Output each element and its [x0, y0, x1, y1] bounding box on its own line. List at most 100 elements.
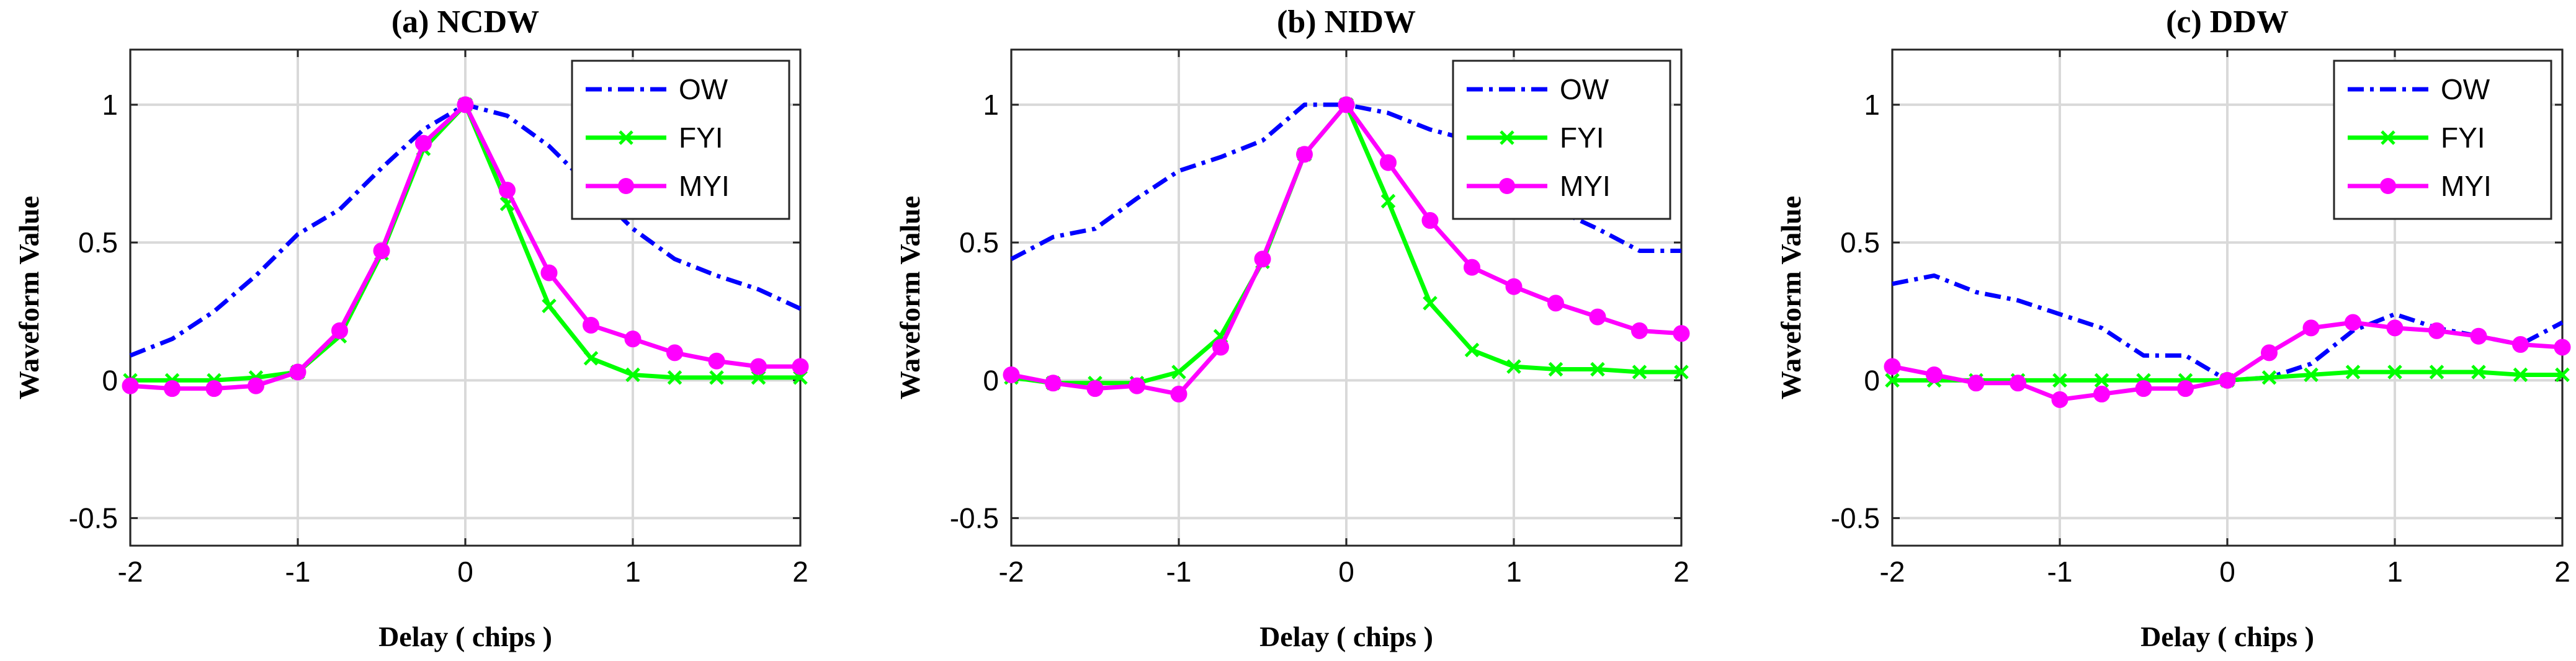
legend-marker [2381, 130, 2395, 145]
data-point-myi [1003, 366, 1020, 383]
data-point-fyi [1506, 359, 1521, 374]
data-point-myi [2177, 380, 2194, 397]
data-point-myi [457, 96, 474, 113]
data-point-myi [331, 322, 348, 339]
data-point-fyi [1548, 362, 1563, 377]
x-tick-label: -1 [285, 556, 311, 588]
legend-entry-ow: OW [2348, 73, 2490, 105]
data-point-myi [1464, 259, 1480, 276]
x-tick-label: 0 [457, 556, 473, 588]
data-point-fyi [1885, 373, 1900, 388]
data-point-myi [1086, 380, 1104, 397]
data-point-myi [750, 358, 767, 375]
data-point-fyi [1171, 365, 1186, 379]
data-point-myi [2219, 371, 2236, 389]
data-point-fyi [1632, 365, 1647, 379]
legend-entry-ow: OW [1467, 73, 1609, 105]
data-point-fyi [2471, 365, 2486, 379]
y-axis-label: Waveform Value [13, 196, 45, 399]
legend: OW FYI MYI [1452, 60, 1671, 220]
data-point-fyi [667, 370, 682, 385]
data-point-myi [2428, 322, 2445, 339]
data-point-fyi [2513, 367, 2528, 383]
data-point-myi [1338, 96, 1355, 113]
x-tick-label: -1 [2047, 556, 2073, 588]
legend-marker [619, 130, 633, 145]
data-point-fyi [1423, 296, 1438, 311]
y-tick-label: -0.5 [69, 502, 118, 535]
x-tick-label: 2 [1673, 556, 1689, 588]
legend-marker [618, 178, 634, 194]
data-point-myi [2093, 386, 2110, 403]
legend-label: OW [2441, 73, 2490, 105]
chart-panel-1: -2 -1 0 1 2 -0.5 0 0.5 1 (a) NCDW Delay ( chips ) W… [13, 4, 809, 652]
legend-label: MYI [1560, 170, 1611, 202]
legend-label: FYI [1560, 122, 1604, 154]
data-point-myi [2135, 380, 2152, 397]
data-point-myi [1380, 154, 1397, 171]
legend-label: FYI [2441, 122, 2485, 154]
x-tick-label: -2 [1880, 556, 1905, 588]
data-point-myi [1505, 278, 1523, 295]
data-point-myi [708, 352, 725, 370]
data-point-fyi [2304, 367, 2319, 383]
data-point-myi [2386, 319, 2404, 337]
data-point-myi [164, 380, 181, 397]
data-point-myi [1170, 386, 1187, 403]
x-tick-label: -2 [118, 556, 143, 588]
data-point-myi [583, 316, 599, 334]
data-point-fyi [2261, 370, 2277, 385]
legend-entry-fyi: FYI [586, 122, 723, 154]
data-point-myi [1631, 322, 1648, 339]
x-tick-label: 2 [2554, 556, 2570, 588]
data-point-myi [2051, 391, 2068, 408]
legend-label: FYI [679, 122, 723, 154]
data-point-myi [1547, 295, 1564, 312]
y-tick-label: -0.5 [1831, 502, 1880, 535]
data-point-fyi [2094, 373, 2109, 388]
data-point-fyi [2555, 367, 2570, 383]
data-point-myi [1967, 375, 1985, 392]
data-point-fyi [2429, 365, 2444, 379]
chart-title: (b) NIDW [1277, 4, 1416, 40]
chart-panel-2: -2 -1 0 1 2 -0.5 0 0.5 1 (b) NIDW Delay ( chips ) W… [894, 4, 1690, 652]
series-myi [122, 96, 809, 397]
data-point-myi [1254, 251, 1271, 268]
legend-label: MYI [679, 170, 730, 202]
y-tick-label: 0.5 [1840, 226, 1880, 259]
data-point-myi [373, 242, 390, 259]
x-tick-label: -2 [999, 556, 1024, 588]
data-point-myi [666, 344, 683, 362]
data-point-myi [792, 358, 809, 375]
y-tick-label: 1 [102, 89, 118, 121]
data-point-fyi [1464, 342, 1480, 358]
x-tick-label: 1 [2387, 556, 2403, 588]
legend-entry-myi: MYI [1467, 170, 1611, 202]
x-tick-label: -1 [1166, 556, 1192, 588]
chart-title: (c) DDW [2166, 4, 2289, 40]
legend-marker [1500, 130, 1514, 145]
series-myi [1003, 96, 1690, 403]
y-tick-label: 0 [1864, 364, 1880, 396]
data-point-fyi [583, 351, 599, 366]
legend-label: OW [1560, 73, 1609, 105]
data-point-fyi [1674, 365, 1689, 379]
legend-marker [1499, 178, 1515, 194]
y-axis-label: Waveform Value [894, 196, 926, 399]
data-point-myi [1589, 308, 1606, 326]
data-point-fyi [542, 298, 557, 314]
x-axis-label: Delay ( chips ) [1259, 621, 1433, 652]
y-tick-label: 1 [1864, 89, 1880, 121]
y-tick-label: 0 [102, 364, 118, 396]
x-tick-label: 0 [2219, 556, 2235, 588]
legend-entry-fyi: FYI [2348, 122, 2485, 154]
legend-entry-fyi: FYI [1467, 122, 1604, 154]
data-point-myi [205, 380, 223, 397]
data-point-myi [2470, 327, 2487, 345]
data-point-myi [1296, 146, 1313, 163]
data-point-fyi [625, 367, 640, 383]
data-point-myi [624, 331, 642, 348]
legend-label: OW [679, 73, 728, 105]
x-axis-label: Delay ( chips ) [2140, 621, 2314, 652]
